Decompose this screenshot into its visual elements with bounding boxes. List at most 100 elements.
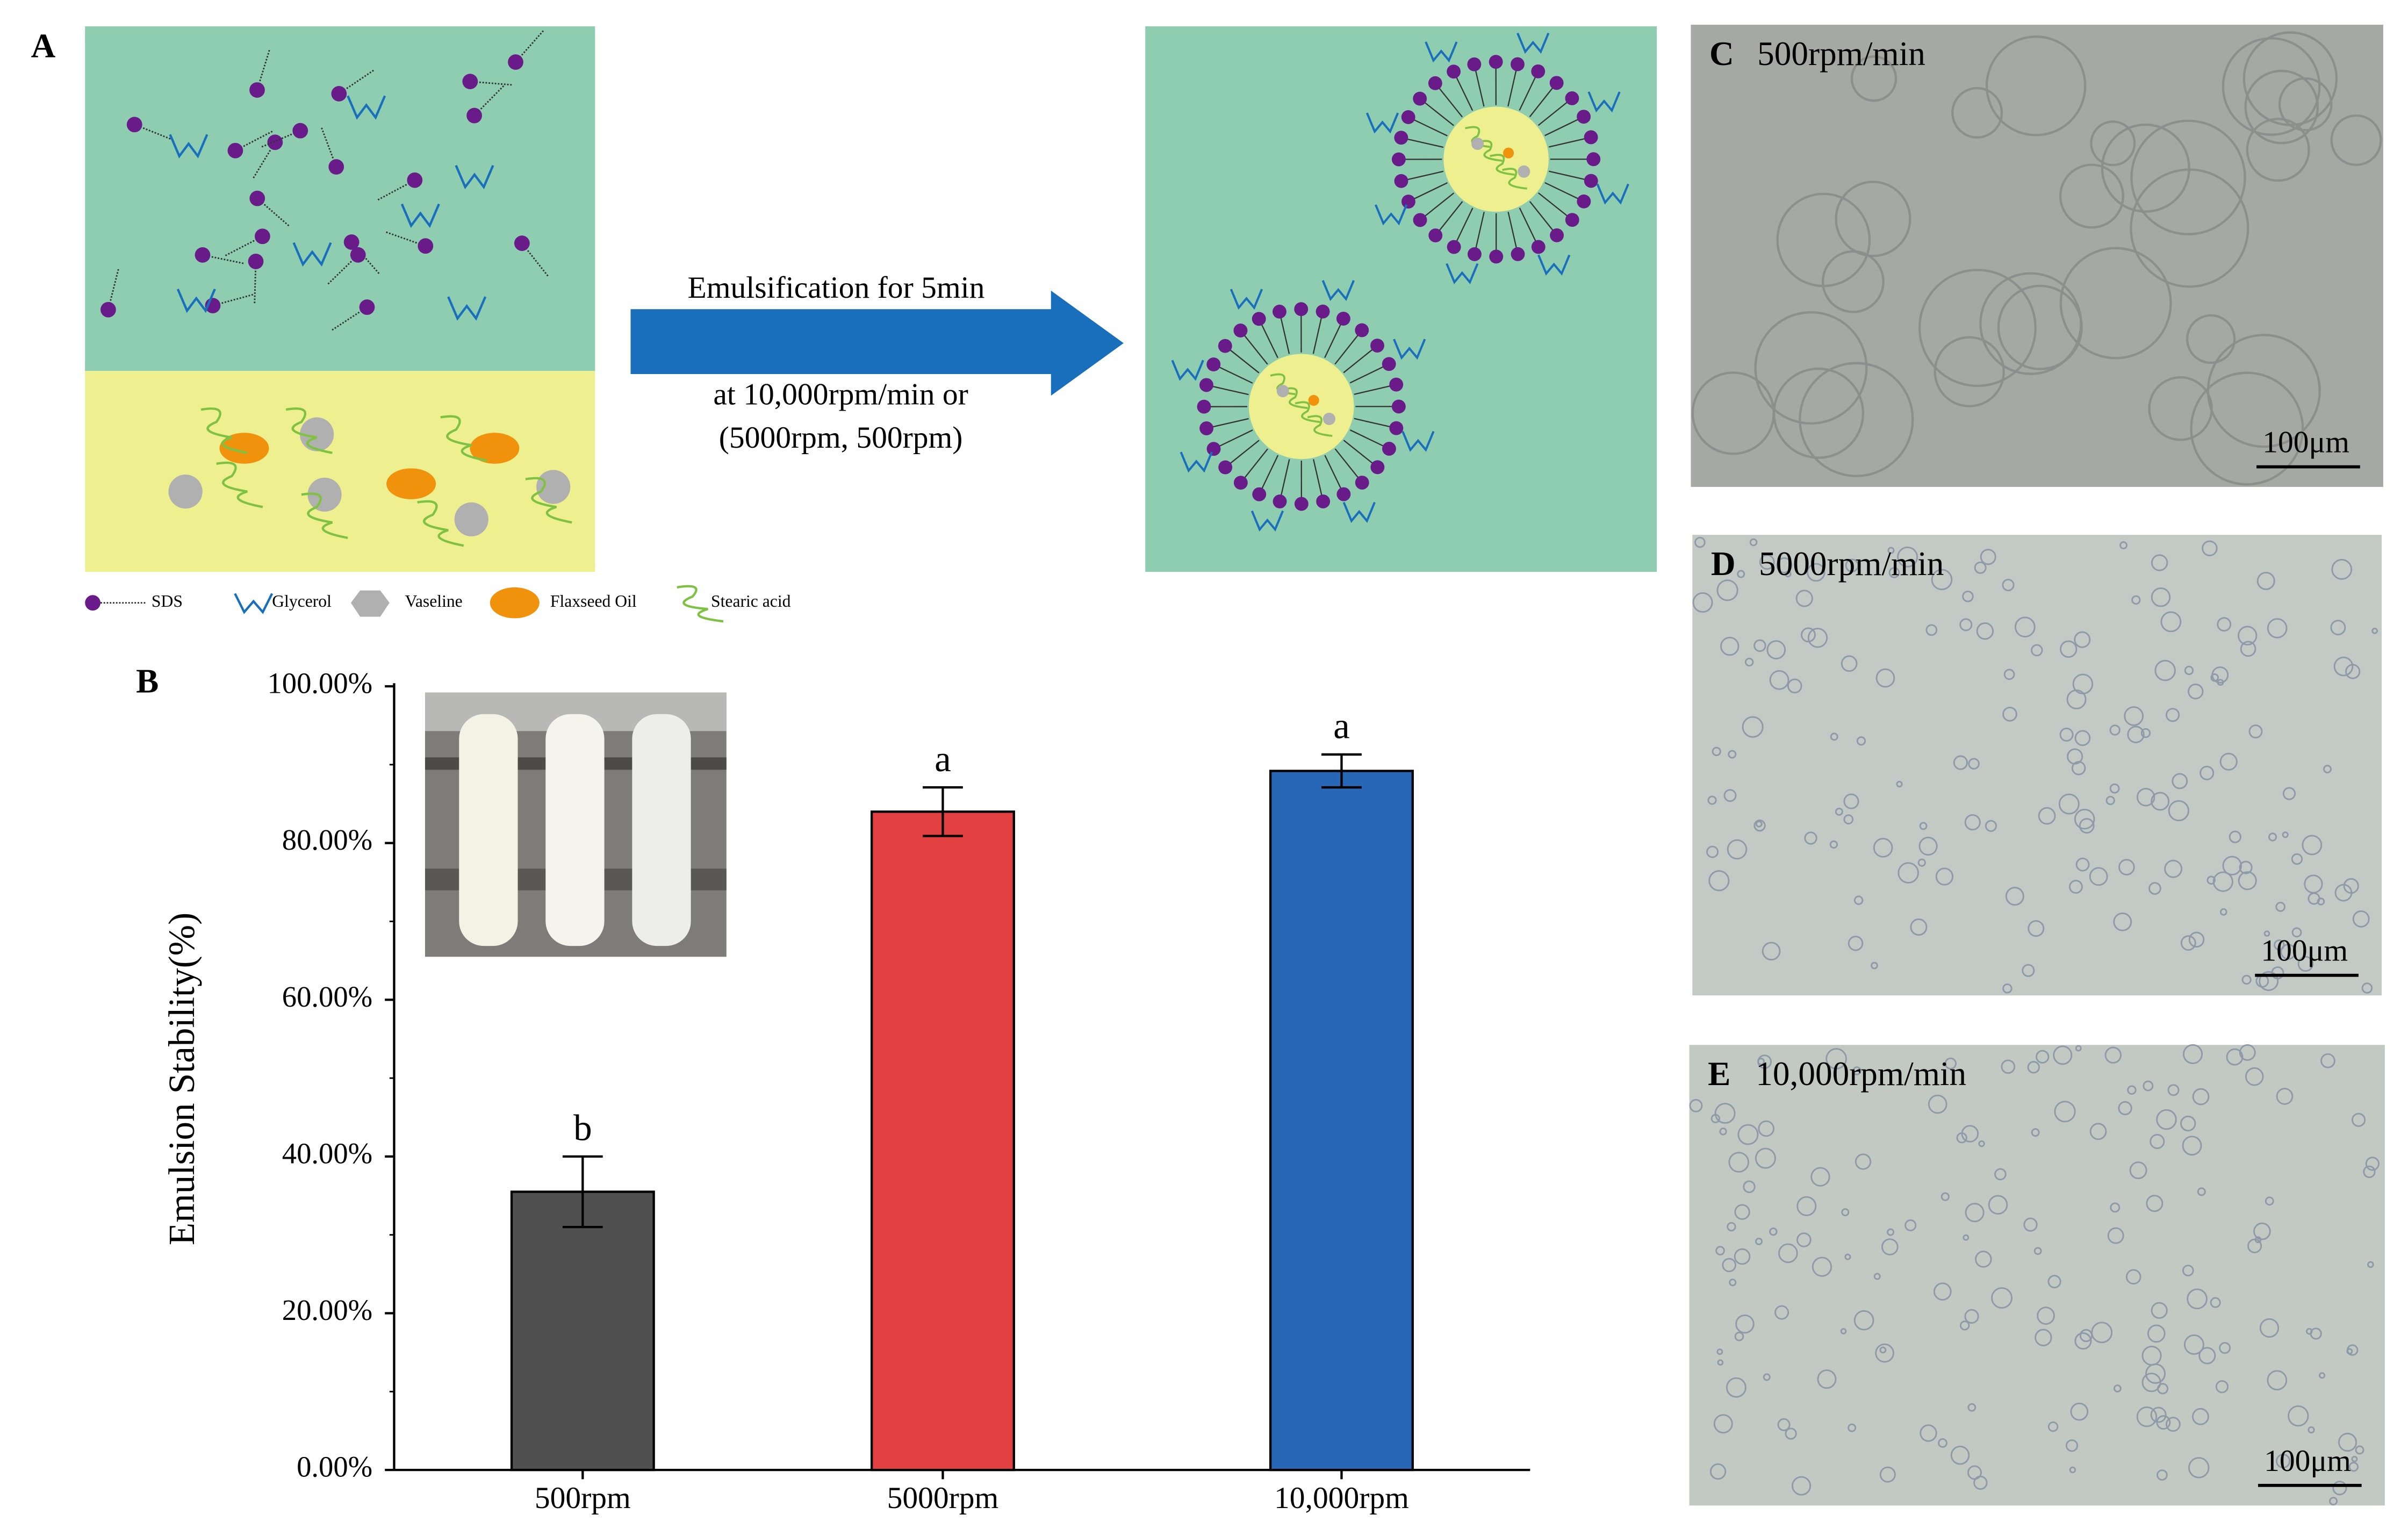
sds-head [1565,91,1579,105]
sds-head [1531,240,1546,254]
particle [1873,1273,1881,1280]
sds-tail [1412,182,1448,200]
particle [1835,807,1843,816]
particle [2199,765,2215,780]
particle [1735,1314,1755,1334]
particle [1979,272,2082,375]
significance-letter: a [1333,705,1350,746]
particle [2219,1342,2231,1354]
sds-head [227,142,243,159]
particle [2165,1417,2181,1432]
particle [2320,1053,2335,1068]
particle [2127,726,2145,743]
particle [2238,626,2258,645]
particle [2074,808,2095,830]
particle [1715,1246,1725,1255]
schematic-legend: SDS Glycerol Vaseline Flaxseed Oil Stear… [85,585,791,623]
particle [1925,624,1938,636]
particle [1720,636,1739,656]
sds-head [1401,195,1415,209]
sds-head [1401,110,1415,124]
particle [1919,822,1928,830]
particle [2288,1405,2309,1427]
sds-head [1584,174,1598,188]
particle [2275,902,2286,912]
sds-tail [1412,118,1448,137]
particle [2239,1044,2256,1061]
particle [2031,1128,2040,1137]
sds-head [1218,339,1232,353]
sds-head [1467,57,1482,71]
sds-head [407,172,423,188]
particle [2047,1421,2059,1432]
particle [2202,540,2218,557]
particle [1709,1463,1727,1480]
particle [1994,1168,2007,1181]
particle [2323,765,2332,773]
sds-tail [1519,75,1537,111]
particle [2210,673,2219,682]
glycerol [455,164,494,190]
sds-head [255,228,270,245]
particle [1774,1305,1789,1320]
sds-head [350,247,366,263]
particle [2031,644,2043,657]
sds-head [462,74,478,90]
micrographs: C 500rpm/min 100μm D 5000rpm/min 100μm E 10,000… [1689,25,2385,1506]
particle [1844,1253,1851,1260]
particle [1843,793,1859,809]
particle [1801,627,1816,643]
particle [1904,1219,1917,1232]
particle [2124,706,2144,726]
particle [2053,1045,2073,1065]
particle [1963,1234,1969,1241]
particle [2256,571,2275,590]
particle [1873,838,1893,858]
particle [2059,163,2124,229]
particle [1796,1196,1817,1216]
particle [2074,730,2091,746]
particle [2363,1165,2376,1179]
particle [2259,1318,2280,1338]
particle [1755,1237,1763,1245]
particle [2226,1048,2244,1066]
sds-head [1413,91,1427,106]
particle [1758,1120,1774,1137]
sds-head [1391,152,1406,167]
flaxseed-oil [1503,147,1514,159]
sds-head [1586,152,1601,167]
stearic-acid [1282,387,1308,410]
arrow-text: Emulsification for 5min [688,271,985,305]
particle [2148,882,2161,895]
particle [1964,1309,1979,1324]
sds-head [1511,57,1525,71]
particle [2274,939,2285,951]
sds-tail [1324,455,1342,491]
particle [1910,918,1928,936]
particle [2210,1297,2221,1308]
particle [2060,640,2078,658]
glycerol [176,288,216,313]
particle [1694,536,1706,548]
particle [2140,728,2151,738]
stearic-acid [1477,140,1503,162]
particle [1795,590,1813,607]
sds-head [1531,64,1546,78]
particle [1938,1438,1947,1448]
droplets [1171,32,1629,532]
particle [2192,1408,2209,1425]
particle [2276,1453,2291,1469]
particle [2160,611,2182,633]
particle [2167,1084,2180,1096]
stearic-acid [216,461,263,508]
sds-head [1273,494,1287,509]
y-tick-label: 0.00% [297,1451,372,1483]
vaseline [1518,165,1530,178]
particle [2157,1383,2169,1395]
particle [2192,1088,2210,1106]
particle [1726,1377,1746,1398]
glycerol [1446,263,1479,284]
legend-text: Glycerol [272,592,332,611]
particle [1734,1248,1751,1265]
particle [2130,168,2249,288]
